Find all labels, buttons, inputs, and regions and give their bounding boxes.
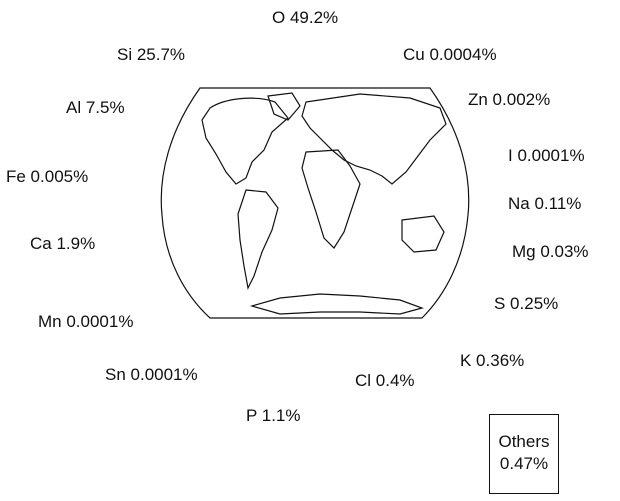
- north-america: [201, 97, 289, 185]
- label-k: K 0.36%: [460, 351, 525, 370]
- greenland: [267, 92, 301, 121]
- label-mg: Mg 0.03%: [512, 242, 589, 261]
- label-si: Si 25.7%: [117, 45, 186, 64]
- label-s: S 0.25%: [494, 294, 559, 313]
- label-sn: Sn 0.0001%: [105, 365, 198, 384]
- label-cu: Cu 0.0004%: [403, 45, 497, 64]
- south-america: [237, 189, 279, 290]
- eurasia: [301, 93, 447, 185]
- australia: [401, 215, 445, 253]
- others-value: 0.47%: [499, 454, 549, 473]
- label-fe: Fe 0.005%: [6, 167, 89, 186]
- label-cl: Cl 0.4%: [355, 371, 415, 390]
- africa: [301, 149, 361, 249]
- others-box: Others 0.47%: [489, 414, 559, 494]
- label-ca: Ca 1.9%: [30, 234, 96, 253]
- label-o: O 49.2%: [272, 8, 339, 27]
- label-mn: Mn 0.0001%: [38, 312, 134, 331]
- others-name: Others: [498, 432, 550, 451]
- label-p: P 1.1%: [246, 406, 301, 425]
- label-na: Na 0.11%: [508, 194, 582, 213]
- label-zn: Zn 0.002%: [468, 90, 551, 109]
- label-i: I 0.0001%: [508, 146, 585, 165]
- label-al: Al 7.5%: [66, 98, 125, 117]
- world-map: [160, 87, 470, 319]
- antarctica: [249, 293, 424, 315]
- map-outline: [160, 87, 470, 319]
